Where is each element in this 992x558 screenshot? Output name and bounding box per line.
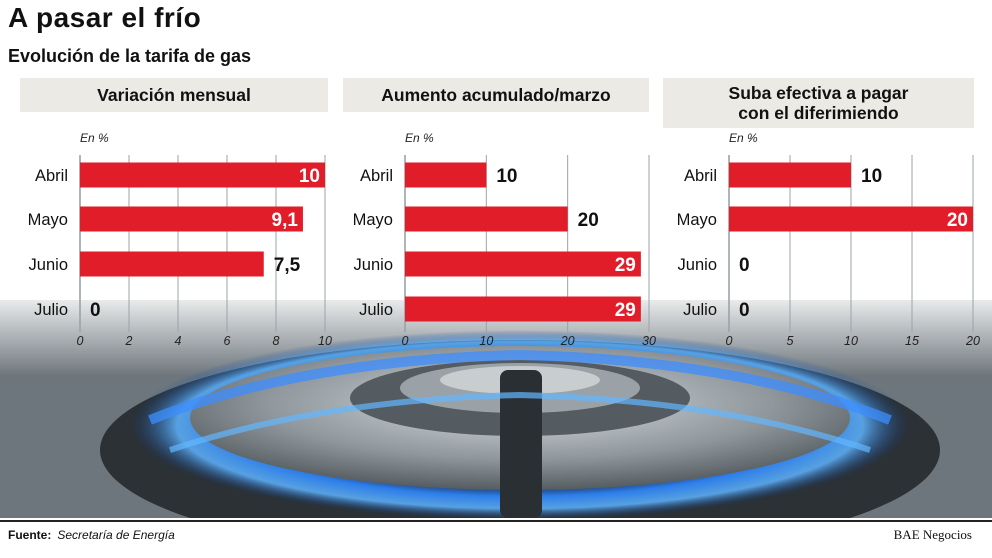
- panel-header-variacion-mensual: Variación mensual: [20, 78, 328, 112]
- chart-3-bar: [729, 162, 851, 188]
- chart-1-bar: [80, 251, 264, 277]
- chart-1-unit-label: En %: [80, 131, 109, 145]
- chart-1-category-label: Junio: [29, 256, 68, 274]
- source-note: Fuente: Secretaría de Energía: [8, 528, 175, 542]
- chart-1-value-label: 10: [299, 166, 320, 187]
- chart-2-unit-label: En %: [405, 131, 434, 145]
- chart-3-tick-label: 15: [905, 334, 919, 348]
- chart-2-category-label: Abril: [360, 167, 393, 185]
- chart-2-tick-label: 20: [560, 334, 575, 348]
- chart-1-category-label: Mayo: [28, 211, 68, 229]
- chart-1-value-label: 0: [90, 300, 101, 321]
- footer-divider: [0, 520, 992, 522]
- chart-2-value-label: 29: [615, 255, 636, 276]
- chart-1-bar: [80, 162, 325, 188]
- chart-1-bar: [80, 206, 303, 232]
- chart-1-tick-label: 10: [318, 334, 332, 348]
- chart-3-tick-label: 5: [787, 334, 794, 348]
- chart-2-bar: [405, 162, 487, 188]
- chart-2-bar: [405, 251, 641, 277]
- chart-2-value-label: 10: [496, 166, 517, 187]
- chart-2-tick-label: 0: [402, 334, 409, 348]
- chart-2-category-label: Junio: [354, 256, 393, 274]
- chart-1-tick-label: 4: [175, 334, 182, 348]
- chart-1-tick-label: 0: [77, 334, 84, 348]
- chart-3-tick-label: 20: [965, 334, 980, 348]
- chart-2-bar: [405, 296, 641, 322]
- chart-2-tick-label: 30: [642, 334, 656, 348]
- chart-3-tick-label: 0: [726, 334, 733, 348]
- chart-3-category-label: Mayo: [677, 211, 717, 229]
- panel-header-suba-efectiva: Suba efectiva a pagar con el diferimiend…: [663, 78, 974, 128]
- chart-1-tick-label: 8: [273, 334, 280, 348]
- chart-3-value-label: 10: [861, 166, 882, 187]
- chart-1-category-label: Abril: [35, 167, 68, 185]
- chart-3-value-label: 20: [947, 210, 968, 231]
- chart-3-unit-label: En %: [729, 131, 758, 145]
- chart-3-bar: [729, 206, 973, 232]
- chart-1-tick-label: 6: [224, 334, 231, 348]
- chart-1-value-label: 9,1: [272, 210, 299, 231]
- chart-3-value-label: 0: [739, 255, 750, 276]
- chart-3-category-label: Abril: [684, 167, 717, 185]
- panel-header-aumento-acumulado: Aumento acumulado/marzo: [343, 78, 649, 112]
- page-subtitle: Evolución de la tarifa de gas: [8, 46, 252, 66]
- chart-2-tick-label: 10: [479, 334, 493, 348]
- source-text: Secretaría de Energía: [57, 528, 175, 542]
- chart-2-category-label: Julio: [359, 301, 393, 319]
- chart-3-category-label: Junio: [678, 256, 717, 274]
- chart-1-category-label: Julio: [34, 301, 68, 319]
- chart-2-category-label: Mayo: [353, 211, 393, 229]
- chart-3-value-label: 0: [739, 300, 750, 321]
- source-label: Fuente:: [8, 528, 52, 542]
- chart-2-value-label: 20: [578, 210, 599, 231]
- chart-2-bar: [405, 206, 568, 232]
- chart-2-value-label: 29: [615, 300, 636, 321]
- chart-3-category-label: Julio: [683, 301, 717, 319]
- gas-burner-image: [0, 300, 992, 518]
- chart-3-tick-label: 10: [844, 334, 858, 348]
- chart-1-tick-label: 2: [125, 334, 133, 348]
- chart-1-value-label: 7,5: [274, 255, 301, 276]
- publisher-credit: BAE Negocios: [893, 527, 972, 542]
- page-title: A pasar el frío: [8, 2, 202, 33]
